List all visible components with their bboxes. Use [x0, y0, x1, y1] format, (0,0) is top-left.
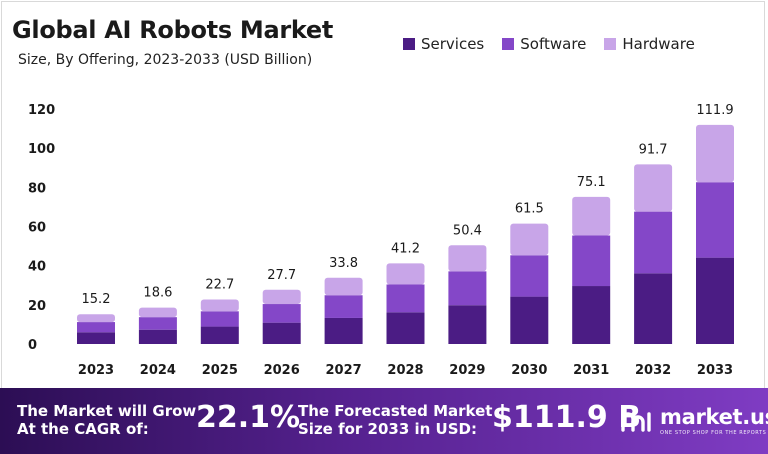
- x-tick-label: 2027: [326, 363, 362, 378]
- bar-segment-software: [634, 211, 673, 274]
- bar-segment-software: [572, 235, 611, 287]
- forecast-label-line2: Size for 2033 in USD:: [298, 420, 477, 438]
- bar-segment-services: [324, 317, 363, 344]
- y-tick-label: 80: [28, 181, 46, 196]
- x-tick-label: 2028: [387, 363, 423, 378]
- bar-segment-services: [448, 305, 487, 344]
- y-tick-label: 60: [28, 221, 46, 236]
- x-tick-label: 2029: [449, 363, 485, 378]
- legend-swatch-services: [403, 38, 415, 50]
- bar-total-label: 18.6: [143, 286, 172, 301]
- y-tick-label: 20: [28, 299, 46, 314]
- bar-total-label: 33.8: [329, 256, 358, 271]
- x-tick-label: 2030: [511, 363, 547, 378]
- bar-total-label: 111.9: [696, 103, 733, 118]
- bar-segment-software: [77, 322, 115, 333]
- bar-segment-software: [696, 182, 734, 258]
- cagr-label-line2: At the CAGR of:: [17, 420, 149, 438]
- brand-tagline: ONE STOP SHOP FOR THE REPORTS: [660, 430, 767, 436]
- bar-total-label: 91.7: [639, 142, 668, 157]
- bar-segment-services: [138, 329, 177, 344]
- bar-segment-services: [386, 312, 425, 344]
- forecast-value: $111.9 B: [492, 400, 642, 435]
- cagr-value: 22.1%: [196, 400, 301, 435]
- bar-segment-hardware: [696, 124, 734, 183]
- bar-total-label: 22.7: [205, 278, 234, 293]
- chart-subtitle: Size, By Offering, 2023-2033 (USD Billio…: [18, 52, 313, 68]
- bar-segment-hardware: [634, 164, 673, 212]
- legend-label-hardware: Hardware: [622, 35, 695, 53]
- x-tick-label: 2025: [202, 363, 238, 378]
- bar-segment-hardware: [262, 289, 301, 305]
- bar-segment-hardware: [77, 314, 115, 323]
- brand-name: market.us: [660, 405, 768, 429]
- forecast-label-line1: The Forecasted Market: [298, 402, 493, 420]
- bar-total-label: 27.7: [267, 268, 296, 283]
- bar-segment-services: [696, 257, 734, 344]
- bar-segment-software: [448, 271, 487, 306]
- bar-segment-services: [262, 322, 301, 344]
- bar-segment-hardware: [448, 245, 487, 272]
- legend-swatch-hardware: [604, 38, 617, 50]
- legend-swatch-software: [502, 38, 515, 50]
- bar-segment-services: [634, 273, 673, 344]
- cagr-label-line1: The Market will Grow: [17, 402, 197, 420]
- bar-total-label: 50.4: [453, 223, 482, 238]
- bar-segment-hardware: [572, 196, 611, 236]
- bar-segment-services: [572, 286, 611, 344]
- bar-segment-software: [200, 311, 239, 327]
- legend-label-services: Services: [421, 35, 485, 53]
- bar-segment-software: [324, 295, 363, 318]
- legend-label-software: Software: [520, 35, 587, 53]
- footer-banner: The Market will Grow At the CAGR of: 22.…: [0, 388, 768, 454]
- bar-total-label: 15.2: [82, 292, 111, 307]
- x-tick-label: 2024: [140, 363, 176, 378]
- bar-segment-hardware: [200, 299, 239, 312]
- legend-item-services: Services: [403, 35, 484, 53]
- forecast-label: The Forecasted Market Size for 2033 in U…: [298, 402, 492, 438]
- bar-segment-hardware: [386, 263, 425, 285]
- bar-segment-hardware: [138, 307, 177, 318]
- bar-segment-software: [262, 304, 301, 323]
- bar-segment-services: [510, 296, 549, 344]
- y-tick-label: 120: [28, 103, 55, 118]
- bar-total-label: 61.5: [515, 202, 544, 217]
- legend-item-software: Software: [502, 35, 586, 53]
- x-tick-label: 2032: [635, 363, 671, 378]
- bar-total-label: 75.1: [577, 175, 606, 190]
- cagr-label: The Market will Grow At the CAGR of:: [17, 402, 196, 438]
- x-tick-label: 2031: [573, 363, 609, 378]
- x-tick-label: 2033: [697, 363, 733, 378]
- chart-title: Global AI Robots Market: [12, 16, 334, 44]
- legend: Services Software Hardware: [403, 35, 713, 53]
- y-tick-label: 100: [28, 142, 55, 157]
- legend-item-hardware: Hardware: [604, 35, 695, 53]
- bar-chart: 0 20 40 60 80 100 120 15.2 2023 18.6 2024 22.7 2025 2…: [28, 103, 734, 378]
- bar-segment-hardware: [324, 277, 363, 296]
- bar-segment-software: [138, 317, 177, 330]
- y-tick-label: 40: [28, 260, 46, 275]
- y-tick-label: 0: [28, 338, 37, 353]
- bar-segment-software: [386, 284, 425, 313]
- bar-segment-services: [200, 326, 239, 344]
- market-us-logo-icon: [621, 412, 651, 432]
- bar-segment-services: [77, 332, 115, 344]
- bar-total-label: 41.2: [391, 241, 420, 256]
- bar-segment-hardware: [510, 223, 549, 256]
- x-tick-label: 2023: [78, 363, 114, 378]
- x-tick-label: 2026: [264, 363, 300, 378]
- bar-segment-software: [510, 255, 549, 297]
